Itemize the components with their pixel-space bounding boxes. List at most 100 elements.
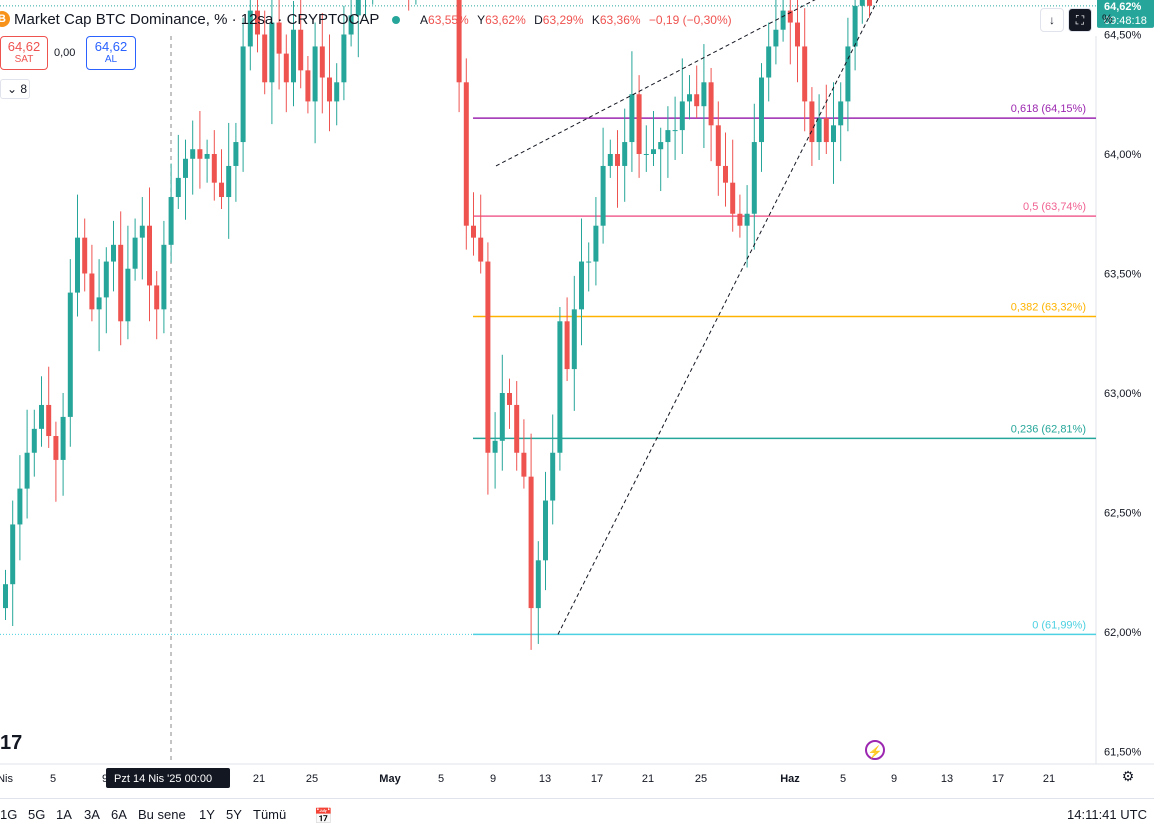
candle-body[interactable] xyxy=(586,261,592,263)
price-chart[interactable]: 61,50% 62,00% 62,50% 63,00% 63,50% 64,00% 64,5… xyxy=(0,0,1154,798)
candle-body[interactable] xyxy=(528,476,534,609)
candle-body[interactable] xyxy=(687,94,692,102)
candle-body[interactable] xyxy=(564,321,570,370)
candle-body[interactable] xyxy=(665,130,671,143)
candle-body[interactable] xyxy=(89,273,95,310)
candle-body[interactable] xyxy=(831,125,836,143)
timeframe-1g[interactable]: 1G xyxy=(0,807,18,822)
candle-body[interactable] xyxy=(305,70,311,102)
candle-body[interactable] xyxy=(737,213,743,226)
timeframe-5y[interactable]: 5Y xyxy=(226,807,242,822)
candle-body[interactable] xyxy=(600,165,606,226)
download-icon[interactable]: ↓ xyxy=(1040,8,1064,32)
wedge-lower-trendline[interactable] xyxy=(557,0,900,635)
timeframe-all[interactable]: Tümü xyxy=(253,807,287,822)
candle-body[interactable] xyxy=(175,177,181,198)
candle-body[interactable] xyxy=(168,197,174,245)
candle-body[interactable] xyxy=(262,34,268,83)
candle-body[interactable] xyxy=(543,500,548,561)
timeframe-1a[interactable]: 1A xyxy=(56,807,72,822)
candle-body[interactable] xyxy=(679,101,685,131)
candle-body[interactable] xyxy=(485,261,491,453)
candle-body[interactable] xyxy=(579,261,584,310)
candle-body[interactable] xyxy=(694,94,700,107)
candle-body[interactable] xyxy=(550,452,556,501)
candle-body[interactable] xyxy=(10,524,16,585)
candle-body[interactable] xyxy=(82,237,88,274)
candle-body[interactable] xyxy=(75,237,80,293)
symbol-title[interactable]: Market Cap BTC Dominance, % · 12sa · CRY… xyxy=(14,11,380,28)
candle-body[interactable] xyxy=(622,142,628,166)
sell-button[interactable]: 64,62 SAT xyxy=(0,36,48,70)
candle-body[interactable] xyxy=(17,488,23,525)
candle-body[interactable] xyxy=(118,244,124,322)
candle-body[interactable] xyxy=(571,309,577,370)
candle-body[interactable] xyxy=(492,440,498,453)
candle-body[interactable] xyxy=(715,125,721,166)
fullscreen-icon[interactable]: ⛶ xyxy=(1068,8,1092,32)
candle-body[interactable] xyxy=(46,404,52,437)
candle-body[interactable] xyxy=(60,416,66,460)
candle-body[interactable] xyxy=(39,404,44,429)
candle-body[interactable] xyxy=(471,225,476,238)
candle-body[interactable] xyxy=(255,10,260,35)
candle-body[interactable] xyxy=(759,77,764,143)
candle-body[interactable] xyxy=(219,182,224,198)
timeframe-6a[interactable]: 6A xyxy=(111,807,127,822)
candle-body[interactable] xyxy=(593,225,599,262)
candle-body[interactable] xyxy=(132,237,138,269)
candle-body[interactable] xyxy=(557,321,563,453)
candle-body[interactable] xyxy=(233,142,239,166)
candle-body[interactable] xyxy=(154,285,160,310)
candle-body[interactable] xyxy=(867,0,872,6)
candle-body[interactable] xyxy=(802,46,808,102)
candle-body[interactable] xyxy=(708,82,714,126)
candle-body[interactable] xyxy=(348,15,354,35)
candle-body[interactable] xyxy=(147,225,152,286)
wedge-upper-trendline[interactable] xyxy=(495,0,918,167)
candle-body[interactable] xyxy=(651,149,656,154)
calendar-range-icon[interactable]: 📅 xyxy=(314,808,333,825)
candle-body[interactable] xyxy=(211,154,217,183)
buy-button[interactable]: 64,62 AL xyxy=(86,36,136,70)
candle-body[interactable] xyxy=(795,22,800,47)
candle-body[interactable] xyxy=(197,149,203,159)
tradingview-logo-icon[interactable]: 17 xyxy=(0,732,23,754)
candle-body[interactable] xyxy=(766,46,772,78)
candle-body[interactable] xyxy=(96,297,102,310)
candle-body[interactable] xyxy=(456,0,462,83)
candle-body[interactable] xyxy=(744,213,750,226)
candle-body[interactable] xyxy=(773,29,779,47)
candle-body[interactable] xyxy=(226,165,232,198)
candle-body[interactable] xyxy=(723,165,728,183)
candle-body[interactable] xyxy=(701,82,707,107)
candle-body[interactable] xyxy=(103,261,109,298)
candle-body[interactable] xyxy=(269,22,275,83)
candle-body[interactable] xyxy=(319,46,325,78)
candle-body[interactable] xyxy=(334,82,340,102)
candle-body[interactable] xyxy=(615,154,620,166)
candle-body[interactable] xyxy=(298,29,304,71)
candle-body[interactable] xyxy=(247,10,253,47)
candle-body[interactable] xyxy=(24,452,30,489)
candle-body[interactable] xyxy=(658,142,664,150)
candle-body[interactable] xyxy=(643,154,649,155)
scale-unit-label[interactable]: % xyxy=(1102,12,1113,26)
candle-body[interactable] xyxy=(67,292,73,417)
candle-body[interactable] xyxy=(183,158,188,178)
candle-body[interactable] xyxy=(111,244,116,262)
candle-body[interactable] xyxy=(514,404,520,453)
candle-body[interactable] xyxy=(507,393,512,405)
indicators-toggle[interactable]: ⌄ 8 xyxy=(0,79,30,99)
candle-body[interactable] xyxy=(838,101,844,126)
candle-body[interactable] xyxy=(499,393,505,441)
candle-body[interactable] xyxy=(240,46,246,143)
candle-body[interactable] xyxy=(780,10,786,30)
candle-body[interactable] xyxy=(809,101,815,143)
candle-body[interactable] xyxy=(276,22,282,54)
candle-body[interactable] xyxy=(521,452,527,477)
candle-body[interactable] xyxy=(355,0,361,16)
candle-body[interactable] xyxy=(478,237,484,262)
utc-clock[interactable]: 14:11:41 UTC xyxy=(1067,807,1147,822)
candle-body[interactable] xyxy=(816,118,822,143)
